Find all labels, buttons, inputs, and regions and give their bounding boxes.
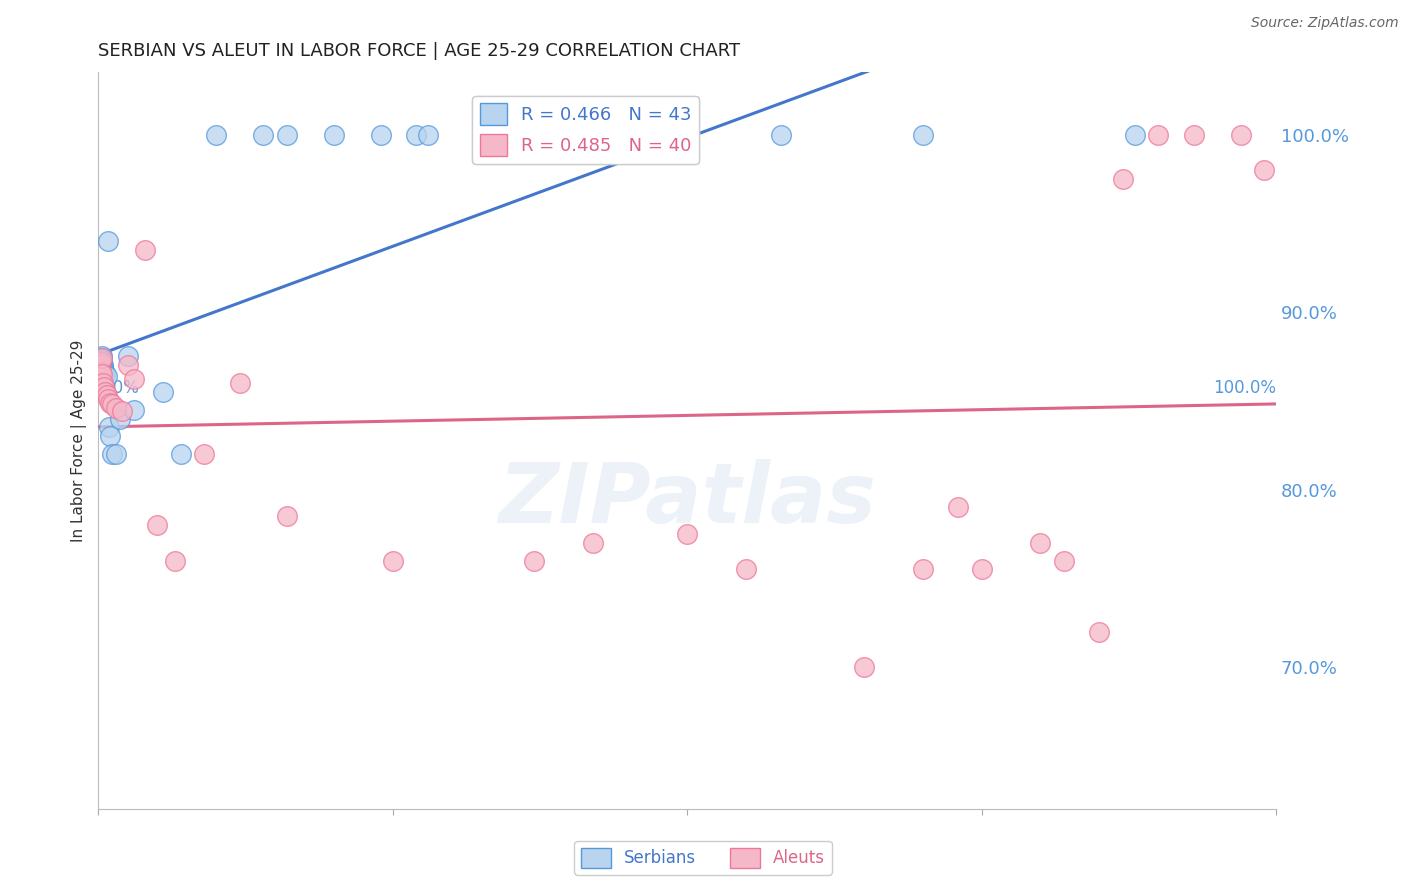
Point: [475, 128, 498, 142]
Point: [170, 447, 193, 461]
Point: [91, 359, 114, 373]
Point: [91, 359, 114, 374]
Point: [676, 527, 699, 541]
Point: [90, 363, 112, 377]
Point: [89, 361, 111, 376]
Point: [523, 553, 546, 567]
Point: [111, 404, 134, 418]
Point: [90, 351, 112, 366]
Point: [163, 553, 186, 567]
Point: [1088, 624, 1111, 639]
Y-axis label: In Labor Force | Age 25-29: In Labor Force | Age 25-29: [72, 340, 87, 542]
Point: [523, 128, 546, 142]
Point: [90, 355, 112, 369]
Point: [911, 562, 934, 576]
Point: [676, 128, 699, 142]
Point: [1112, 172, 1135, 186]
Point: [735, 562, 758, 576]
Point: [89, 355, 111, 369]
Point: [252, 128, 274, 142]
Point: [90, 357, 112, 371]
Point: [1053, 553, 1076, 567]
Point: [852, 660, 875, 674]
Point: [89, 359, 111, 373]
Point: [96, 388, 118, 402]
Point: [152, 384, 174, 399]
Point: [276, 509, 298, 524]
Point: [122, 402, 145, 417]
Point: [94, 367, 117, 381]
Point: [770, 128, 793, 142]
Point: [93, 365, 115, 379]
Point: [97, 392, 120, 406]
Point: [90, 353, 112, 368]
Point: [90, 353, 112, 368]
Point: [205, 128, 228, 142]
Point: [89, 361, 111, 376]
Point: [1253, 163, 1275, 178]
Point: [370, 128, 392, 142]
Point: [93, 363, 115, 377]
Point: [93, 379, 115, 393]
Point: [105, 447, 128, 461]
Point: [97, 420, 120, 434]
Point: [96, 368, 118, 383]
Point: [90, 365, 112, 379]
Point: [90, 350, 112, 364]
Point: [90, 359, 112, 374]
Point: [134, 243, 156, 257]
Point: [970, 562, 993, 576]
Point: [108, 411, 131, 425]
Text: 100.0%: 100.0%: [1213, 379, 1277, 397]
Text: 0.0%: 0.0%: [98, 379, 141, 397]
Point: [101, 397, 124, 411]
Point: [94, 384, 117, 399]
Point: [193, 447, 215, 461]
Text: ZIPatlas: ZIPatlas: [498, 459, 876, 541]
Point: [98, 395, 121, 409]
Point: [98, 429, 121, 443]
Point: [97, 234, 120, 248]
Legend: Serbians, Aleuts: Serbians, Aleuts: [574, 841, 832, 875]
Point: [105, 401, 128, 415]
Point: [1147, 128, 1170, 142]
Point: [582, 128, 605, 142]
Point: [90, 351, 112, 366]
Point: [946, 500, 969, 515]
Point: [228, 376, 250, 390]
Point: [91, 361, 114, 376]
Point: [91, 376, 114, 390]
Point: [405, 128, 427, 142]
Text: SERBIAN VS ALEUT IN LABOR FORCE | AGE 25-29 CORRELATION CHART: SERBIAN VS ALEUT IN LABOR FORCE | AGE 25…: [98, 42, 741, 60]
Point: [1229, 128, 1251, 142]
Point: [1029, 535, 1052, 549]
Point: [90, 357, 112, 371]
Point: [122, 372, 145, 386]
Point: [90, 367, 112, 381]
Point: [90, 355, 112, 369]
Text: Source: ZipAtlas.com: Source: ZipAtlas.com: [1251, 16, 1399, 30]
Point: [117, 350, 139, 364]
Point: [582, 535, 605, 549]
Point: [1123, 128, 1146, 142]
Point: [101, 447, 124, 461]
Point: [146, 518, 169, 533]
Point: [416, 128, 439, 142]
Point: [322, 128, 344, 142]
Point: [117, 359, 139, 373]
Point: [911, 128, 934, 142]
Point: [276, 128, 298, 142]
Point: [381, 553, 404, 567]
Point: [1182, 128, 1205, 142]
Legend: R = 0.466   N = 43, R = 0.485   N = 40: R = 0.466 N = 43, R = 0.485 N = 40: [472, 96, 699, 164]
Point: [89, 359, 111, 373]
